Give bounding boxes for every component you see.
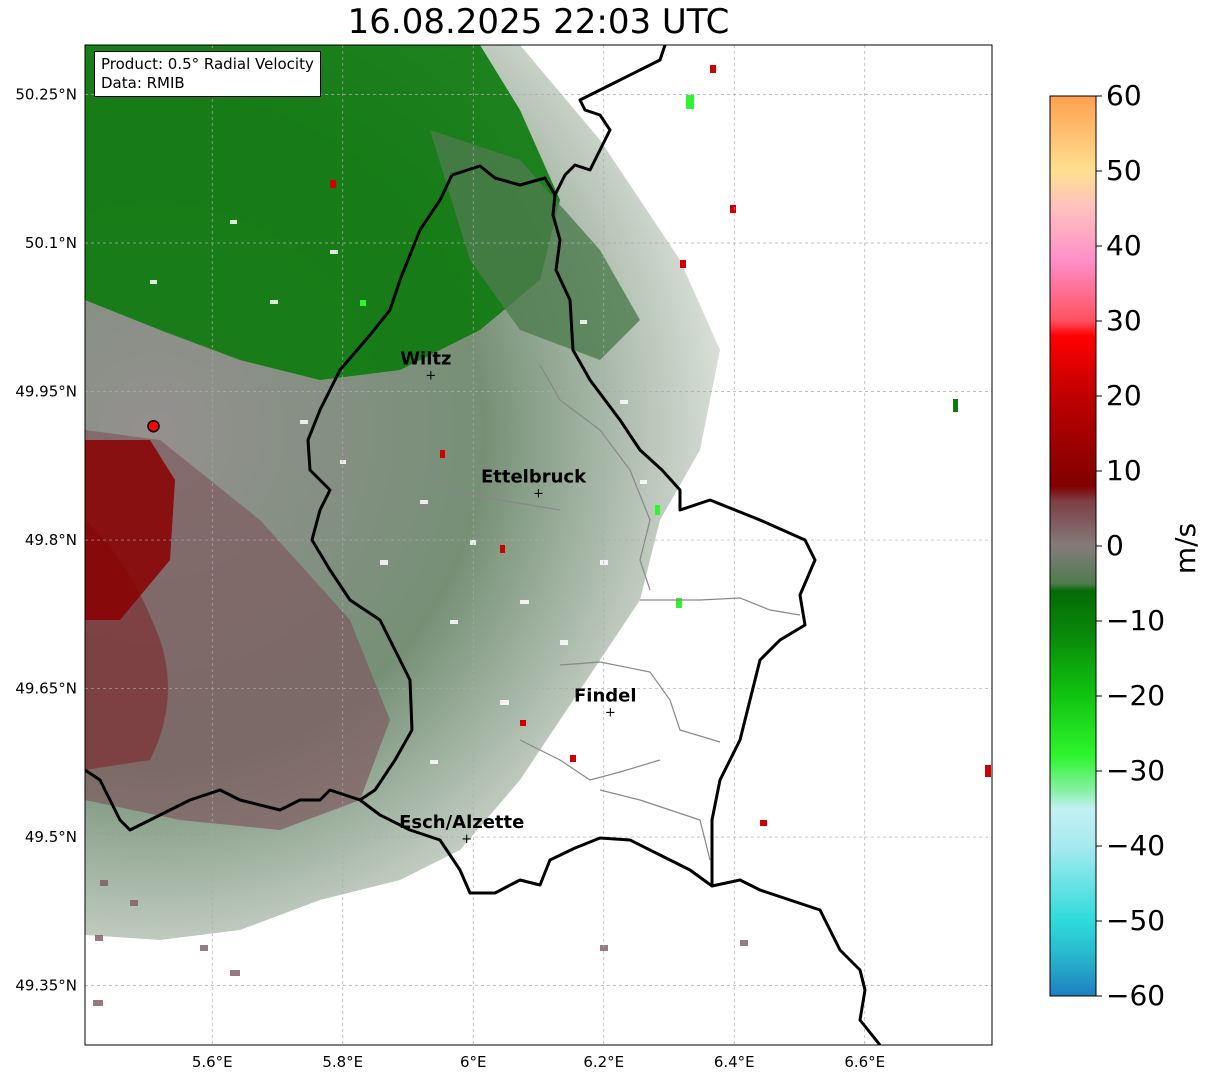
product-info-box: Product: 0.5° Radial Velocity Data: RMIB xyxy=(94,51,321,97)
city-ettelbruck: +Ettelbruck xyxy=(481,467,587,502)
plot-frame xyxy=(84,44,993,1046)
echo-dark-green-fleck xyxy=(953,399,958,412)
colorbar-tick-label: 0 xyxy=(1106,529,1124,562)
radar-site-marker xyxy=(147,419,160,433)
y-axis-ticks: 50.25°N 50.1°N 49.95°N 49.8°N 49.65°N 49.5°N 4… xyxy=(15,86,77,995)
y-tick-label: 50.25°N xyxy=(15,86,77,104)
colorbar-tick-label: −40 xyxy=(1106,829,1166,862)
city-label: Wiltz xyxy=(400,349,451,370)
radar-velocity-field xyxy=(85,45,991,1006)
x-tick-label: 6°E xyxy=(460,1053,487,1071)
y-tick-label: 49.65°N xyxy=(15,680,77,698)
colorbar-tick-label: −30 xyxy=(1106,754,1166,787)
data-source-label: Data: RMIB xyxy=(101,74,185,92)
x-tick-label: 6.6°E xyxy=(844,1053,885,1071)
x-tick-label: 6.2°E xyxy=(583,1053,624,1071)
y-tick-label: 49.5°N xyxy=(25,828,77,846)
product-label: Product: 0.5° Radial Velocity xyxy=(101,55,314,73)
colorbar-ticks xyxy=(1096,95,1102,997)
city-marker: + xyxy=(605,705,616,720)
colorbar-tick-label: 50 xyxy=(1106,154,1142,187)
x-axis-ticks: 5.6°E 5.8°E 6°E 6.2°E 6.4°E 6.6°E xyxy=(192,1053,885,1071)
city-findel: +Findel xyxy=(574,685,637,720)
canton-boundary-2 xyxy=(640,597,801,616)
city-wiltz: +Wiltz xyxy=(400,349,451,384)
colorbar-tick-label: 40 xyxy=(1106,229,1142,262)
border-be-lu-west xyxy=(306,174,454,802)
border-de-lu-north xyxy=(553,45,667,196)
colorbar xyxy=(1049,95,1097,997)
colorbar-tick-label: −50 xyxy=(1106,904,1166,937)
city-label: Findel xyxy=(574,685,637,706)
echo-region-green-north xyxy=(85,45,560,380)
y-tick-label: 49.35°N xyxy=(15,977,77,995)
y-tick-label: 49.8°N xyxy=(25,531,77,549)
city-marker: + xyxy=(461,832,472,847)
echo-green-specks xyxy=(360,95,694,608)
canton-boundary-3 xyxy=(559,661,721,743)
x-tick-label: 5.8°E xyxy=(322,1053,363,1071)
colorbar-tick-label: 30 xyxy=(1106,304,1142,337)
colorbar-tick-label: 10 xyxy=(1106,454,1142,487)
national-borders xyxy=(85,45,882,1045)
canton-boundary-5 xyxy=(419,469,561,511)
city-marker: + xyxy=(533,487,544,502)
colorbar-tick-label: 60 xyxy=(1106,79,1142,112)
x-tick-label: 5.6°E xyxy=(192,1053,233,1071)
colorbar-unit: m/s xyxy=(1169,522,1203,575)
colorbar-tick-label: −20 xyxy=(1106,679,1166,712)
colorbar-tick-label: −60 xyxy=(1106,979,1166,1012)
canton-boundary-4 xyxy=(519,739,661,781)
city-label: Esch/Alzette xyxy=(399,812,524,833)
map-title: 16.08.2025 22:03 UTC xyxy=(347,2,730,42)
x-tick-label: 6.4°E xyxy=(714,1053,755,1071)
border-fr-de-south xyxy=(711,878,882,1045)
echo-red-specks xyxy=(330,65,991,826)
canton-boundary-6 xyxy=(599,789,711,861)
echo-region-green-east xyxy=(430,130,640,360)
canton-boundary-1 xyxy=(539,364,651,591)
city-marker: + xyxy=(425,369,436,384)
y-tick-label: 50.1°N xyxy=(25,234,77,252)
city-esch-alzette: +Esch/Alzette xyxy=(399,812,524,847)
echo-region-dark-red-core xyxy=(85,440,175,620)
internal-boundaries xyxy=(419,364,801,861)
city-label: Ettelbruck xyxy=(481,467,587,488)
colorbar-tick-label: −10 xyxy=(1106,604,1166,637)
colorbar-tick-label: 20 xyxy=(1106,379,1142,412)
y-tick-label: 49.95°N xyxy=(15,383,77,401)
city-labels: +Wiltz+Ettelbruck+Findel+Esch/Alzette xyxy=(399,349,636,847)
